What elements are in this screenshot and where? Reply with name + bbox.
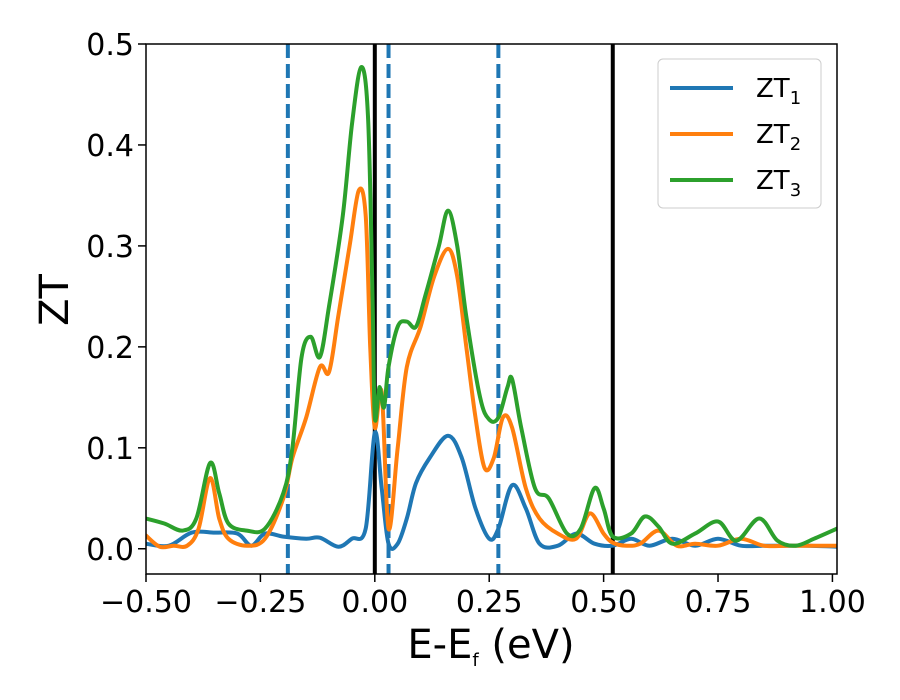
- x-tick-label: −0.50: [100, 585, 192, 620]
- legend-label-zt1: ZT1: [756, 74, 801, 109]
- vertical-marker-lines: [285, 44, 615, 574]
- legend-label-zt2: ZT2: [756, 120, 801, 155]
- legend: ZT1 ZT2 ZT3: [657, 58, 822, 209]
- y-tick-label: 0.2: [86, 331, 134, 366]
- series-layer: [146, 65, 837, 551]
- x-axis-label: E-Ef (eV): [407, 622, 574, 671]
- plot-frame: [145, 43, 838, 575]
- series-line-zt1: [146, 430, 837, 551]
- x-tick-label: 0.25: [456, 585, 523, 620]
- x-tick-label: −0.25: [214, 585, 306, 620]
- legend-label-zt3: ZT3: [756, 166, 801, 201]
- series-line-zt3: [146, 65, 837, 548]
- y-tick-label: 0.3: [86, 230, 134, 265]
- x-tick-label: 0.75: [685, 585, 752, 620]
- x-tick-label: 0.00: [341, 585, 408, 620]
- x-tick-label: 1.00: [799, 585, 866, 620]
- y-axis-label: ZT: [32, 274, 78, 326]
- series-line-zt2: [146, 186, 837, 550]
- y-tick-label: 0.0: [86, 533, 134, 568]
- legend-box: [657, 58, 822, 209]
- x-axis-ticks: −0.50 −0.25 0.00 0.25 0.50 0.75 1.00: [100, 574, 866, 620]
- y-tick-label: 0.4: [86, 129, 134, 164]
- x-tick-label: 0.50: [570, 585, 637, 620]
- y-tick-label: 0.1: [86, 432, 134, 467]
- y-axis-ticks: 0.0 0.1 0.2 0.3 0.4 0.5: [86, 28, 146, 568]
- y-tick-label: 0.5: [86, 28, 134, 63]
